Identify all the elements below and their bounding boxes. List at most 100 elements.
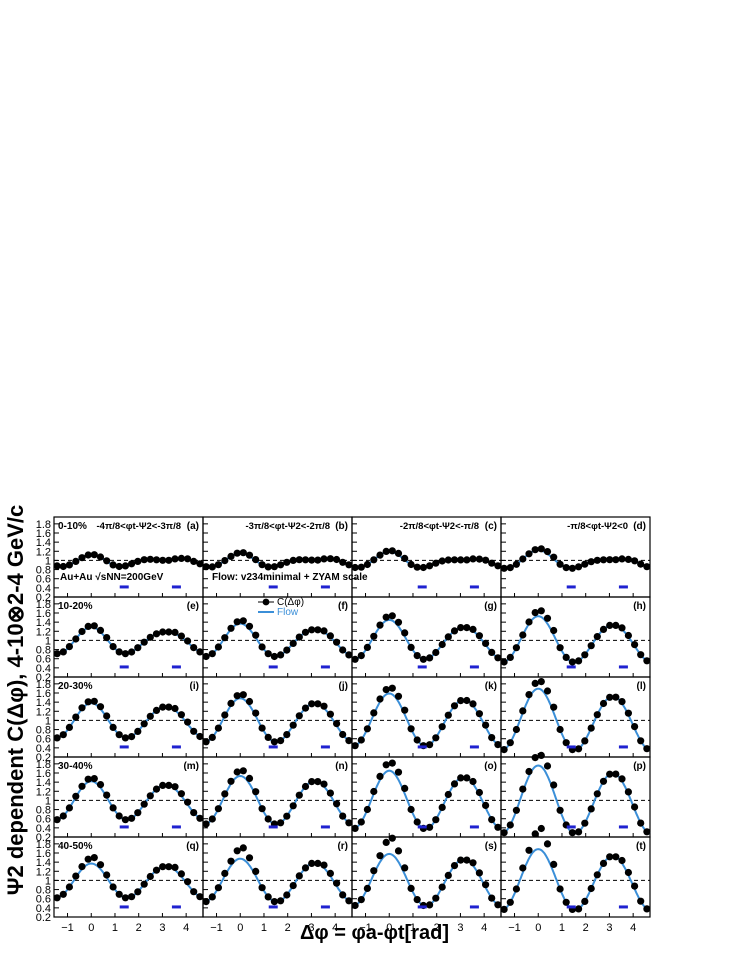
near-marker bbox=[566, 905, 576, 909]
data-point bbox=[438, 557, 446, 565]
panel-4-1-frame bbox=[202, 836, 353, 918]
panel-letter: (q) bbox=[186, 841, 199, 852]
x-tick-label: 3 bbox=[159, 922, 165, 934]
data-point bbox=[550, 553, 558, 561]
data-point bbox=[587, 884, 595, 893]
data-point bbox=[357, 563, 365, 571]
data-point bbox=[165, 556, 173, 564]
data-point bbox=[214, 724, 222, 732]
data-point bbox=[171, 783, 179, 791]
near-marker bbox=[119, 585, 129, 589]
data-point bbox=[482, 881, 490, 889]
y-tick-label: 1.2 bbox=[36, 706, 51, 718]
data-point bbox=[326, 869, 334, 878]
data-point bbox=[339, 646, 347, 654]
data-point bbox=[488, 648, 496, 657]
data-point bbox=[394, 692, 403, 700]
flow-curve bbox=[351, 692, 502, 748]
y-tick-label: 0.4 bbox=[36, 663, 51, 675]
data-point bbox=[146, 633, 154, 641]
x-tick-label: 4 bbox=[332, 922, 338, 934]
data-point bbox=[295, 556, 303, 564]
y-tick-label: 0.6 bbox=[36, 894, 51, 906]
x-tick-label: −1 bbox=[359, 922, 372, 934]
y-tick-label: 1.8 bbox=[36, 839, 51, 851]
panel-letter: (b) bbox=[335, 521, 348, 532]
column-label: -4π/8<φt-Ψ2<-3π/8 bbox=[97, 521, 181, 532]
data-point bbox=[432, 559, 440, 567]
data-point bbox=[277, 651, 285, 659]
data-point bbox=[537, 607, 545, 615]
data-point bbox=[363, 560, 371, 569]
data-point bbox=[444, 711, 452, 719]
x-tick-label: 1 bbox=[559, 922, 565, 934]
data-point bbox=[221, 557, 229, 565]
data-point bbox=[519, 864, 527, 872]
near-marker bbox=[566, 745, 576, 749]
data-point bbox=[575, 745, 583, 753]
data-point bbox=[190, 727, 198, 735]
data-point bbox=[500, 564, 508, 572]
data-point bbox=[283, 558, 291, 566]
data-point bbox=[469, 555, 477, 563]
data-point bbox=[103, 712, 111, 720]
x-tick-label: 0 bbox=[535, 922, 541, 934]
near-marker bbox=[119, 745, 129, 749]
panel-letter: (n) bbox=[335, 761, 348, 772]
data-point bbox=[320, 861, 328, 869]
data-point bbox=[72, 557, 80, 566]
y-tick-label: 1.4 bbox=[36, 857, 51, 869]
data-point bbox=[637, 819, 645, 827]
y-tick-label: 1.6 bbox=[36, 848, 51, 860]
panel-3-2-frame bbox=[351, 756, 502, 838]
data-point bbox=[363, 725, 371, 733]
data-point bbox=[208, 650, 216, 658]
data-point bbox=[283, 731, 291, 739]
away-marker bbox=[320, 825, 330, 829]
y-tick-label: 1.4 bbox=[36, 537, 51, 549]
data-point bbox=[53, 894, 61, 902]
data-point bbox=[128, 560, 136, 568]
x-tick-label: 1 bbox=[410, 922, 416, 934]
data-point bbox=[53, 650, 61, 658]
data-point bbox=[432, 816, 440, 824]
data-point bbox=[494, 823, 502, 831]
data-point bbox=[301, 864, 310, 872]
data-point bbox=[512, 560, 521, 568]
y-tick-label: 0.6 bbox=[36, 654, 51, 666]
data-point bbox=[115, 648, 123, 656]
data-point bbox=[606, 621, 614, 630]
data-point bbox=[345, 819, 353, 827]
data-point bbox=[333, 800, 341, 808]
data-point bbox=[624, 868, 633, 877]
data-point bbox=[351, 824, 359, 833]
data-point bbox=[65, 643, 73, 651]
y-tick-label: 0.4 bbox=[36, 903, 51, 915]
data-point bbox=[264, 893, 272, 901]
data-point bbox=[494, 562, 502, 570]
near-marker bbox=[417, 745, 427, 749]
data-point bbox=[351, 901, 359, 910]
data-point bbox=[643, 745, 651, 753]
data-point bbox=[550, 860, 558, 869]
near-marker bbox=[119, 825, 129, 829]
data-point bbox=[643, 563, 651, 571]
data-point bbox=[494, 654, 502, 662]
data-point bbox=[308, 859, 316, 868]
data-point bbox=[295, 712, 303, 720]
flow-label: Flow: v234minimal + ZYAM scale bbox=[212, 572, 368, 583]
data-point bbox=[65, 804, 73, 812]
data-point bbox=[463, 624, 471, 632]
data-point bbox=[152, 706, 161, 715]
x-tick-label: 2 bbox=[434, 922, 440, 934]
data-point bbox=[165, 628, 173, 636]
data-point bbox=[134, 557, 142, 566]
panel-2-3-frame bbox=[500, 676, 651, 758]
data-point bbox=[72, 792, 80, 800]
data-point bbox=[506, 821, 514, 829]
data-point bbox=[556, 560, 564, 568]
data-point bbox=[463, 774, 471, 782]
data-point bbox=[543, 840, 552, 848]
data-point bbox=[301, 704, 310, 712]
data-point bbox=[90, 622, 98, 630]
